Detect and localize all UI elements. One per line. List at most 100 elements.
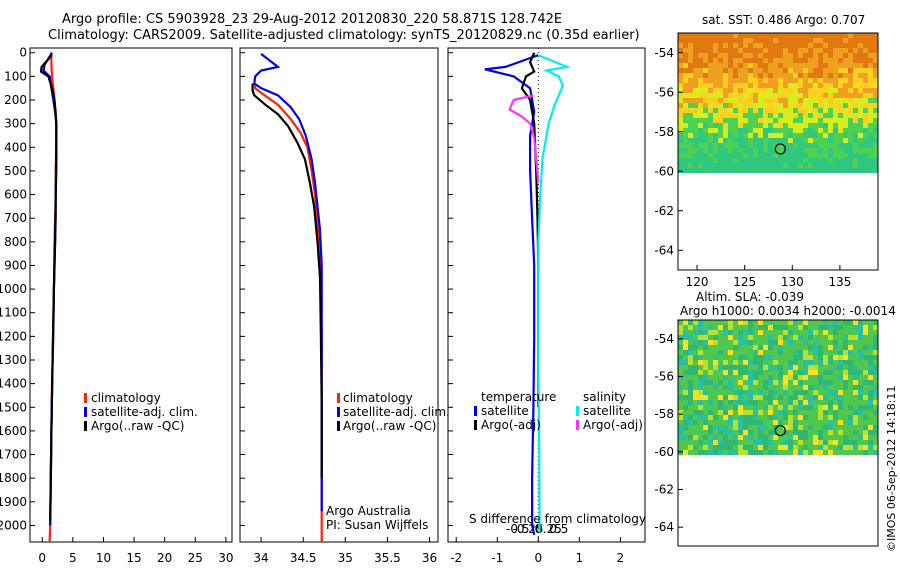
chart-title-line2: Climatology: CARS2009. Satellite-adjuste…: [48, 28, 640, 43]
map-y-tick-label: -62: [654, 204, 674, 218]
sal-legend-argo: Argo(..raw -QC): [343, 419, 437, 433]
diff-legend-temperature-title: temperature: [481, 390, 557, 404]
x-tick-label-secondary: 0.5: [549, 522, 568, 536]
x-tick-label: 1: [576, 551, 584, 565]
depth-tick-label: 300: [4, 117, 27, 131]
map-sla-subtitle: Argo h1000: 0.0034 h2000: -0.0014: [680, 304, 896, 318]
sal-legend-satellite: satellite-adj. clim.: [343, 405, 450, 419]
map-y-tick-label: -60: [654, 445, 674, 459]
panel-frame-temperature: [29, 47, 233, 543]
temp-legend-argo: Argo(..raw -QC): [91, 419, 185, 433]
x-tick-label: 20: [157, 551, 172, 565]
legend-swatch-satellite: [337, 407, 340, 417]
x-tick-label: 15: [126, 551, 141, 565]
map-y-tick-label: -56: [654, 85, 674, 99]
x-tick-label: 36: [422, 551, 437, 565]
diff-xlabel: S difference from climatology: [469, 512, 646, 526]
series-line-climatology: [254, 83, 323, 542]
x-tick-label: 25: [188, 551, 203, 565]
temp-legend-satellite: satellite-adj. clim.: [91, 405, 198, 419]
legend-swatch-climatology: [84, 393, 87, 403]
argo-location-marker: [774, 424, 786, 437]
diff-legend-temperature-argo: Argo(-adj): [481, 418, 541, 432]
x-tick-label: 2: [617, 551, 625, 565]
diff-legend-salinity-satellite: satellite: [583, 404, 631, 418]
map-y-tick-label: -62: [654, 483, 674, 497]
sal-legend-climatology: climatology: [343, 391, 413, 405]
legend-swatch-argo: [84, 421, 87, 431]
depth-tick-label: 700: [4, 211, 27, 225]
series-line-satellite-adj-clim-: [253, 53, 323, 512]
map-field-sla: [678, 320, 878, 455]
depth-tick-label: 900: [4, 258, 27, 272]
x-tick-label: 35: [338, 551, 353, 565]
depth-tick-label: 0: [19, 46, 27, 60]
depth-tick-label: 800: [4, 235, 27, 249]
depth-tick-label: 1200: [0, 329, 27, 343]
chart-title-line1: Argo profile: CS 5903928_23 29-Aug-2012 …: [62, 12, 563, 27]
map-y-tick-label: -56: [654, 370, 674, 384]
x-tick-label: 0: [534, 551, 542, 565]
depth-tick-label: 200: [4, 93, 27, 107]
sal-annotation-argo-australia: Argo Australia: [326, 504, 411, 518]
x-tick-label: 0: [38, 551, 46, 565]
map-y-tick-label: -64: [654, 243, 674, 257]
depth-tick-label: 400: [4, 140, 27, 154]
depth-tick-label: 1500: [0, 400, 27, 414]
map-frame-sst: [677, 32, 879, 271]
map-y-tick-label: -58: [654, 407, 674, 421]
depth-tick-label: 1900: [0, 495, 27, 509]
panel-frame-difference: [447, 47, 646, 543]
legend-swatch-sal-argo: [576, 420, 579, 430]
sal-annotation-pi: PI: Susan Wijffels: [326, 518, 429, 532]
series-line-argo-raw-qc-: [251, 83, 323, 479]
legend-swatch-argo: [337, 421, 340, 431]
x-tick-label-secondary: -0.25: [513, 522, 544, 536]
map-y-tick-label: -64: [654, 520, 674, 534]
x-tick-label-secondary: 0.25: [535, 522, 562, 536]
diff-legend-temperature-satellite: satellite: [481, 404, 529, 418]
x-tick-label: -1: [491, 551, 503, 565]
argo-location-marker: [774, 143, 786, 155]
legend-swatch-temp-satellite: [474, 406, 477, 416]
diff-legend-salinity-argo: Argo(-adj): [583, 418, 643, 432]
depth-tick-label: 1300: [0, 353, 27, 367]
depth-tick-label: 2000: [0, 518, 27, 532]
depth-tick-label: 600: [4, 188, 27, 202]
map-sla-title: Altim. SLA: -0.039: [696, 290, 805, 304]
x-tick-label: -2: [450, 551, 462, 565]
x-tick-label: 30: [218, 551, 233, 565]
map-x-tick-label: 125: [733, 275, 756, 289]
depth-tick-label: 1000: [0, 282, 27, 296]
x-tick-label: 34.5: [290, 551, 317, 565]
map-x-tick-label: 120: [686, 275, 709, 289]
x-tick-label: 10: [96, 551, 111, 565]
credit-label: ©IMOS 06-Sep-2012 14:18:11: [885, 385, 898, 552]
panel-frame-salinity: [239, 47, 439, 543]
legend-swatch-satellite: [84, 407, 87, 417]
series-line-salinity-argo-adj-: [508, 94, 540, 183]
depth-tick-label: 1800: [0, 471, 27, 485]
series-line-salinity-satellite: [537, 54, 571, 533]
depth-tick-label: 1100: [0, 306, 27, 320]
depth-tick-label: 100: [4, 69, 27, 83]
depth-tick-label: 1700: [0, 448, 27, 462]
legend-swatch-sal-satellite: [576, 406, 579, 416]
x-tick-label: 35.5: [374, 551, 401, 565]
legend-swatch-climatology: [337, 393, 340, 403]
map-x-tick-label: 130: [781, 275, 804, 289]
series-line-temperature-satellite: [484, 54, 539, 536]
map-field-sst: [678, 33, 878, 173]
x-tick-label: 34: [253, 551, 268, 565]
map-y-tick-label: -58: [654, 125, 674, 139]
diff-legend-salinity-title: salinity: [583, 390, 627, 404]
map-y-tick-label: -54: [654, 46, 674, 60]
temp-legend-climatology: climatology: [91, 391, 161, 405]
map-x-tick-label: 135: [828, 275, 851, 289]
depth-tick-label: 1600: [0, 424, 27, 438]
depth-tick-label: 500: [4, 164, 27, 178]
map-y-tick-label: -54: [654, 332, 674, 346]
depth-tick-label: 1400: [0, 377, 27, 391]
x-tick-label-secondary: -0.5: [506, 522, 529, 536]
